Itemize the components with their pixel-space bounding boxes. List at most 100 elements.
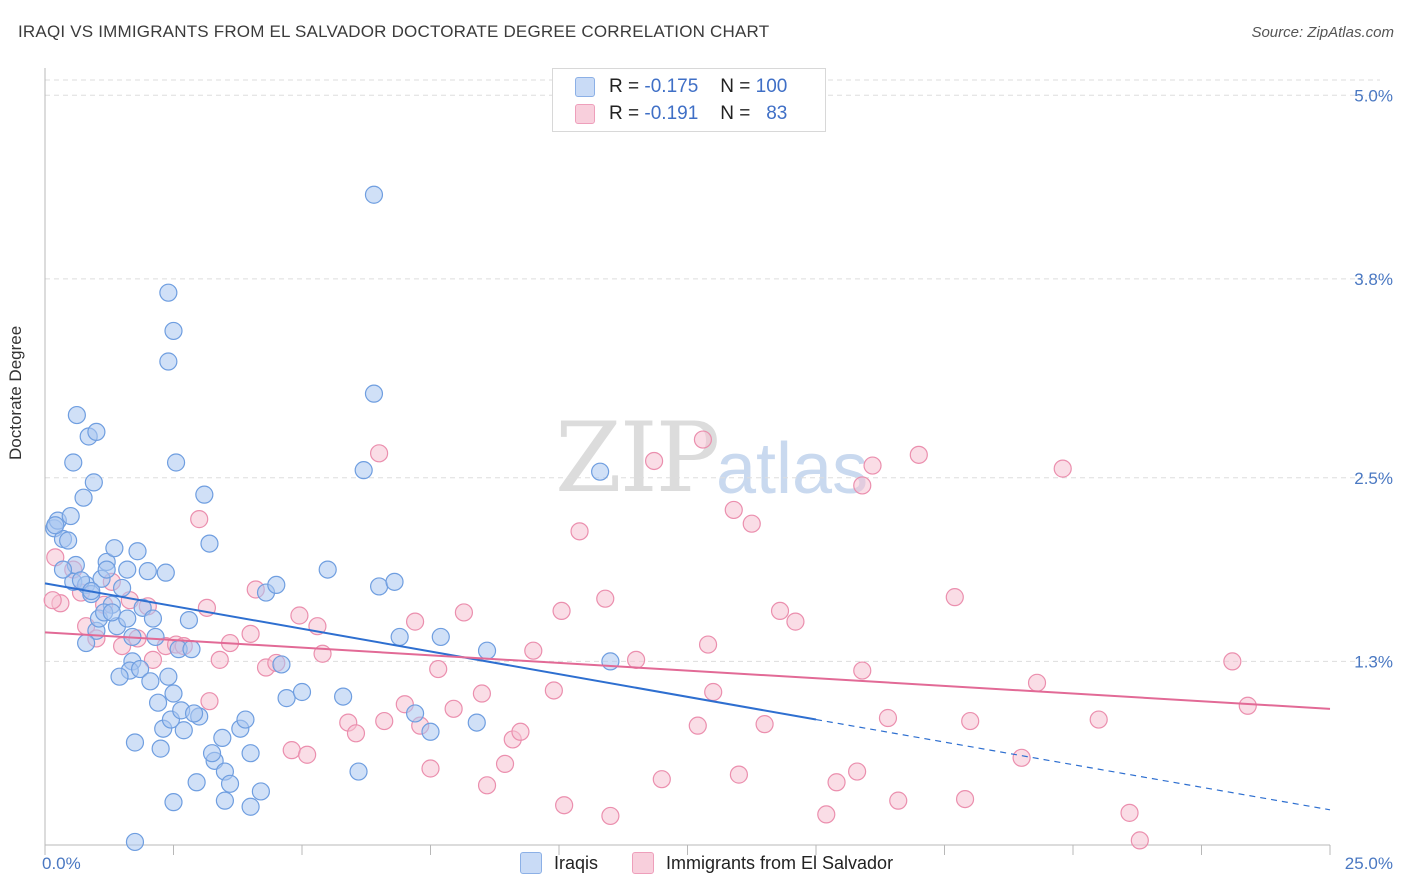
el-salvador-point (817, 805, 836, 824)
series-label-el-salvador: Immigrants from El Salvador (666, 852, 894, 873)
legend-r-value: -0.191 (644, 103, 699, 124)
el-salvador-point (298, 745, 317, 764)
el-salvador-point (552, 601, 571, 621)
el-salvador-point (570, 522, 589, 541)
el-salvador-point (1053, 459, 1072, 478)
el-salvador-point (955, 789, 975, 809)
legend-n-value: 100 (755, 76, 788, 97)
iraqi-point (202, 744, 222, 763)
iraqi-point (187, 773, 206, 792)
el-salvador-point (1120, 803, 1139, 822)
el-salvador-point (421, 759, 440, 778)
legend-row-el-salvador: R = -0.191 N = 83 (575, 101, 787, 127)
iraqi-point (405, 704, 425, 723)
el-salvador-point (755, 715, 774, 734)
el-salvador-point (495, 754, 515, 774)
iraqi-point (164, 684, 183, 703)
iraqi-point (364, 384, 384, 403)
el-salvador-point (878, 708, 898, 728)
iraqi-point (195, 485, 214, 504)
iraqi-point (354, 461, 373, 480)
iraqi-point (159, 352, 178, 371)
iraqi-point (241, 797, 260, 816)
iraqi-point (59, 531, 78, 550)
iraqi-point (184, 704, 204, 723)
iraqi-point (97, 560, 116, 579)
el-salvador-point (652, 770, 671, 789)
el-salvador-point (1027, 673, 1047, 692)
iraqi-point (370, 577, 389, 596)
legend-r-label: R = (609, 103, 640, 124)
y-tick-label: 5.0% (1354, 86, 1393, 105)
stats-legend: R = -0.175 N = 100 R = -0.191 N = 83 (552, 68, 826, 132)
iraqi-point (156, 563, 175, 582)
series-legend-iraqis: Iraqis (520, 852, 598, 874)
el-salvador-point (143, 650, 163, 669)
el-salvador-point (200, 692, 219, 711)
el-salvador-point (601, 806, 620, 826)
iraqi-point (213, 728, 232, 748)
iraqi-point (591, 462, 610, 481)
el-salvador-point (770, 601, 790, 621)
iraqi-point (241, 744, 260, 763)
el-salvador-point (863, 456, 882, 475)
legend-swatch-iraqis (575, 77, 595, 97)
iraqi-trend-line (44, 582, 817, 721)
iraqi-point (236, 710, 255, 729)
iraqi-point (467, 713, 486, 732)
iraqi-point (220, 774, 240, 793)
el-salvador-point (889, 791, 908, 810)
legend-n-label: N = (720, 76, 751, 97)
iraqi-point (118, 560, 137, 579)
legend-row-iraqis: R = -0.175 N = 100 (575, 74, 787, 100)
iraqi-point (118, 609, 137, 628)
iraqi-point (130, 659, 150, 679)
iraqi-point (159, 667, 178, 686)
el-salvador-point (742, 514, 761, 533)
el-salvador-point (444, 699, 463, 718)
iraqi-point (174, 721, 193, 740)
el-salvador-point (477, 776, 497, 795)
iraqi-point (477, 641, 497, 660)
iraqi-point (112, 578, 132, 598)
iraqi-point (125, 832, 145, 852)
el-salvador-point (945, 588, 964, 607)
el-salvador-trend-line (44, 631, 1331, 710)
iraqi-point (53, 560, 73, 579)
chart-title: IRAQI VS IMMIGRANTS FROM EL SALVADOR DOC… (18, 22, 770, 41)
el-salvador-point (693, 430, 713, 449)
legend-n-label: N = (720, 103, 751, 124)
el-salvador-point (626, 650, 646, 669)
el-salvador-point (909, 445, 928, 464)
el-salvador-point (370, 444, 389, 463)
iraqi-point (125, 733, 145, 752)
x-tick-label-min: 0.0% (42, 854, 81, 873)
el-salvador-point (375, 711, 394, 731)
iraqi-point (349, 762, 368, 781)
el-salvador-point (346, 724, 366, 743)
y-tick-label: 3.8% (1354, 270, 1393, 289)
iraqi-point (143, 609, 163, 628)
iraqi-point (601, 652, 620, 671)
iraqi-point (164, 793, 183, 812)
iraqi-point (87, 422, 106, 441)
series-swatch-el-salvador (632, 852, 654, 874)
iraqi-point (74, 488, 93, 507)
el-salvador-point (524, 641, 543, 660)
iraqi-point (105, 539, 124, 558)
iraqi-point (146, 627, 165, 647)
iraqi-point (182, 640, 201, 659)
iraqi-point (61, 506, 80, 526)
el-salvador-point (454, 603, 474, 622)
el-salvador-point (853, 661, 872, 680)
iraqi-point (200, 534, 219, 553)
el-salvador-point (1238, 696, 1257, 715)
el-salvador-point (1223, 652, 1242, 671)
el-salvador-point (210, 650, 229, 669)
iraqi-point (390, 627, 409, 647)
el-salvador-point (190, 510, 209, 529)
iraqi-point (110, 667, 129, 686)
el-salvador-point (282, 741, 301, 760)
el-salvador-point (1012, 748, 1031, 767)
